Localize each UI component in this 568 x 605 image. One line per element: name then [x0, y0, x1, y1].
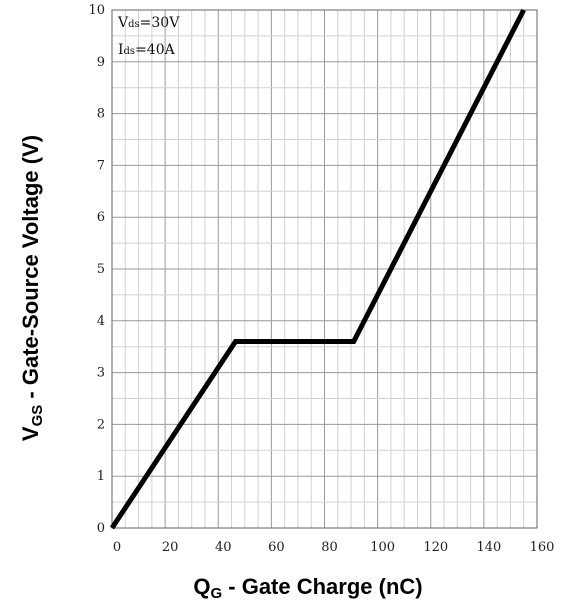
- y-tick-label: 2: [97, 417, 105, 432]
- series-line: [109, 8, 526, 530]
- y-tick-label: 7: [97, 158, 105, 173]
- annotation-vds: Vds=30V: [117, 15, 180, 31]
- x-tick-label: 40: [215, 540, 232, 555]
- x-tick-label: 0: [113, 540, 121, 555]
- y-tick-label: 10: [88, 3, 105, 18]
- x-tick-label: 100: [370, 540, 395, 555]
- y-tick-label: 9: [97, 55, 105, 70]
- y-tick-labels: 0 1 2 3 4 5 6 7 8 9 10: [88, 3, 105, 536]
- grid: [111, 9, 538, 529]
- y-tick-label: 1: [97, 469, 105, 484]
- x-tick-labels: 0 20 40 60 80 100 120 140 160: [113, 540, 555, 555]
- x-tick-label: 20: [162, 540, 179, 555]
- x-tick-label: 80: [321, 540, 338, 555]
- x-axis-title: QG - Gate Charge (nC): [193, 574, 422, 602]
- y-tick-label: 8: [97, 107, 105, 122]
- y-axis-title: VGS - Gate-Source Voltage (V): [18, 135, 46, 441]
- y-tick-label: 4: [97, 314, 105, 329]
- x-tick-label: 120: [423, 540, 448, 555]
- series-layer: [109, 8, 526, 530]
- x-tick-label: 60: [268, 540, 285, 555]
- y-tick-label: 3: [97, 366, 105, 381]
- x-tick-label: 140: [476, 540, 501, 555]
- plot-frame: [111, 9, 538, 529]
- y-tick-label: 6: [97, 210, 105, 225]
- y-tick-label: 0: [97, 521, 105, 536]
- annotation-ids: Ids=40A: [118, 42, 176, 58]
- y-tick-label: 5: [97, 262, 105, 277]
- x-tick-label: 160: [530, 540, 555, 555]
